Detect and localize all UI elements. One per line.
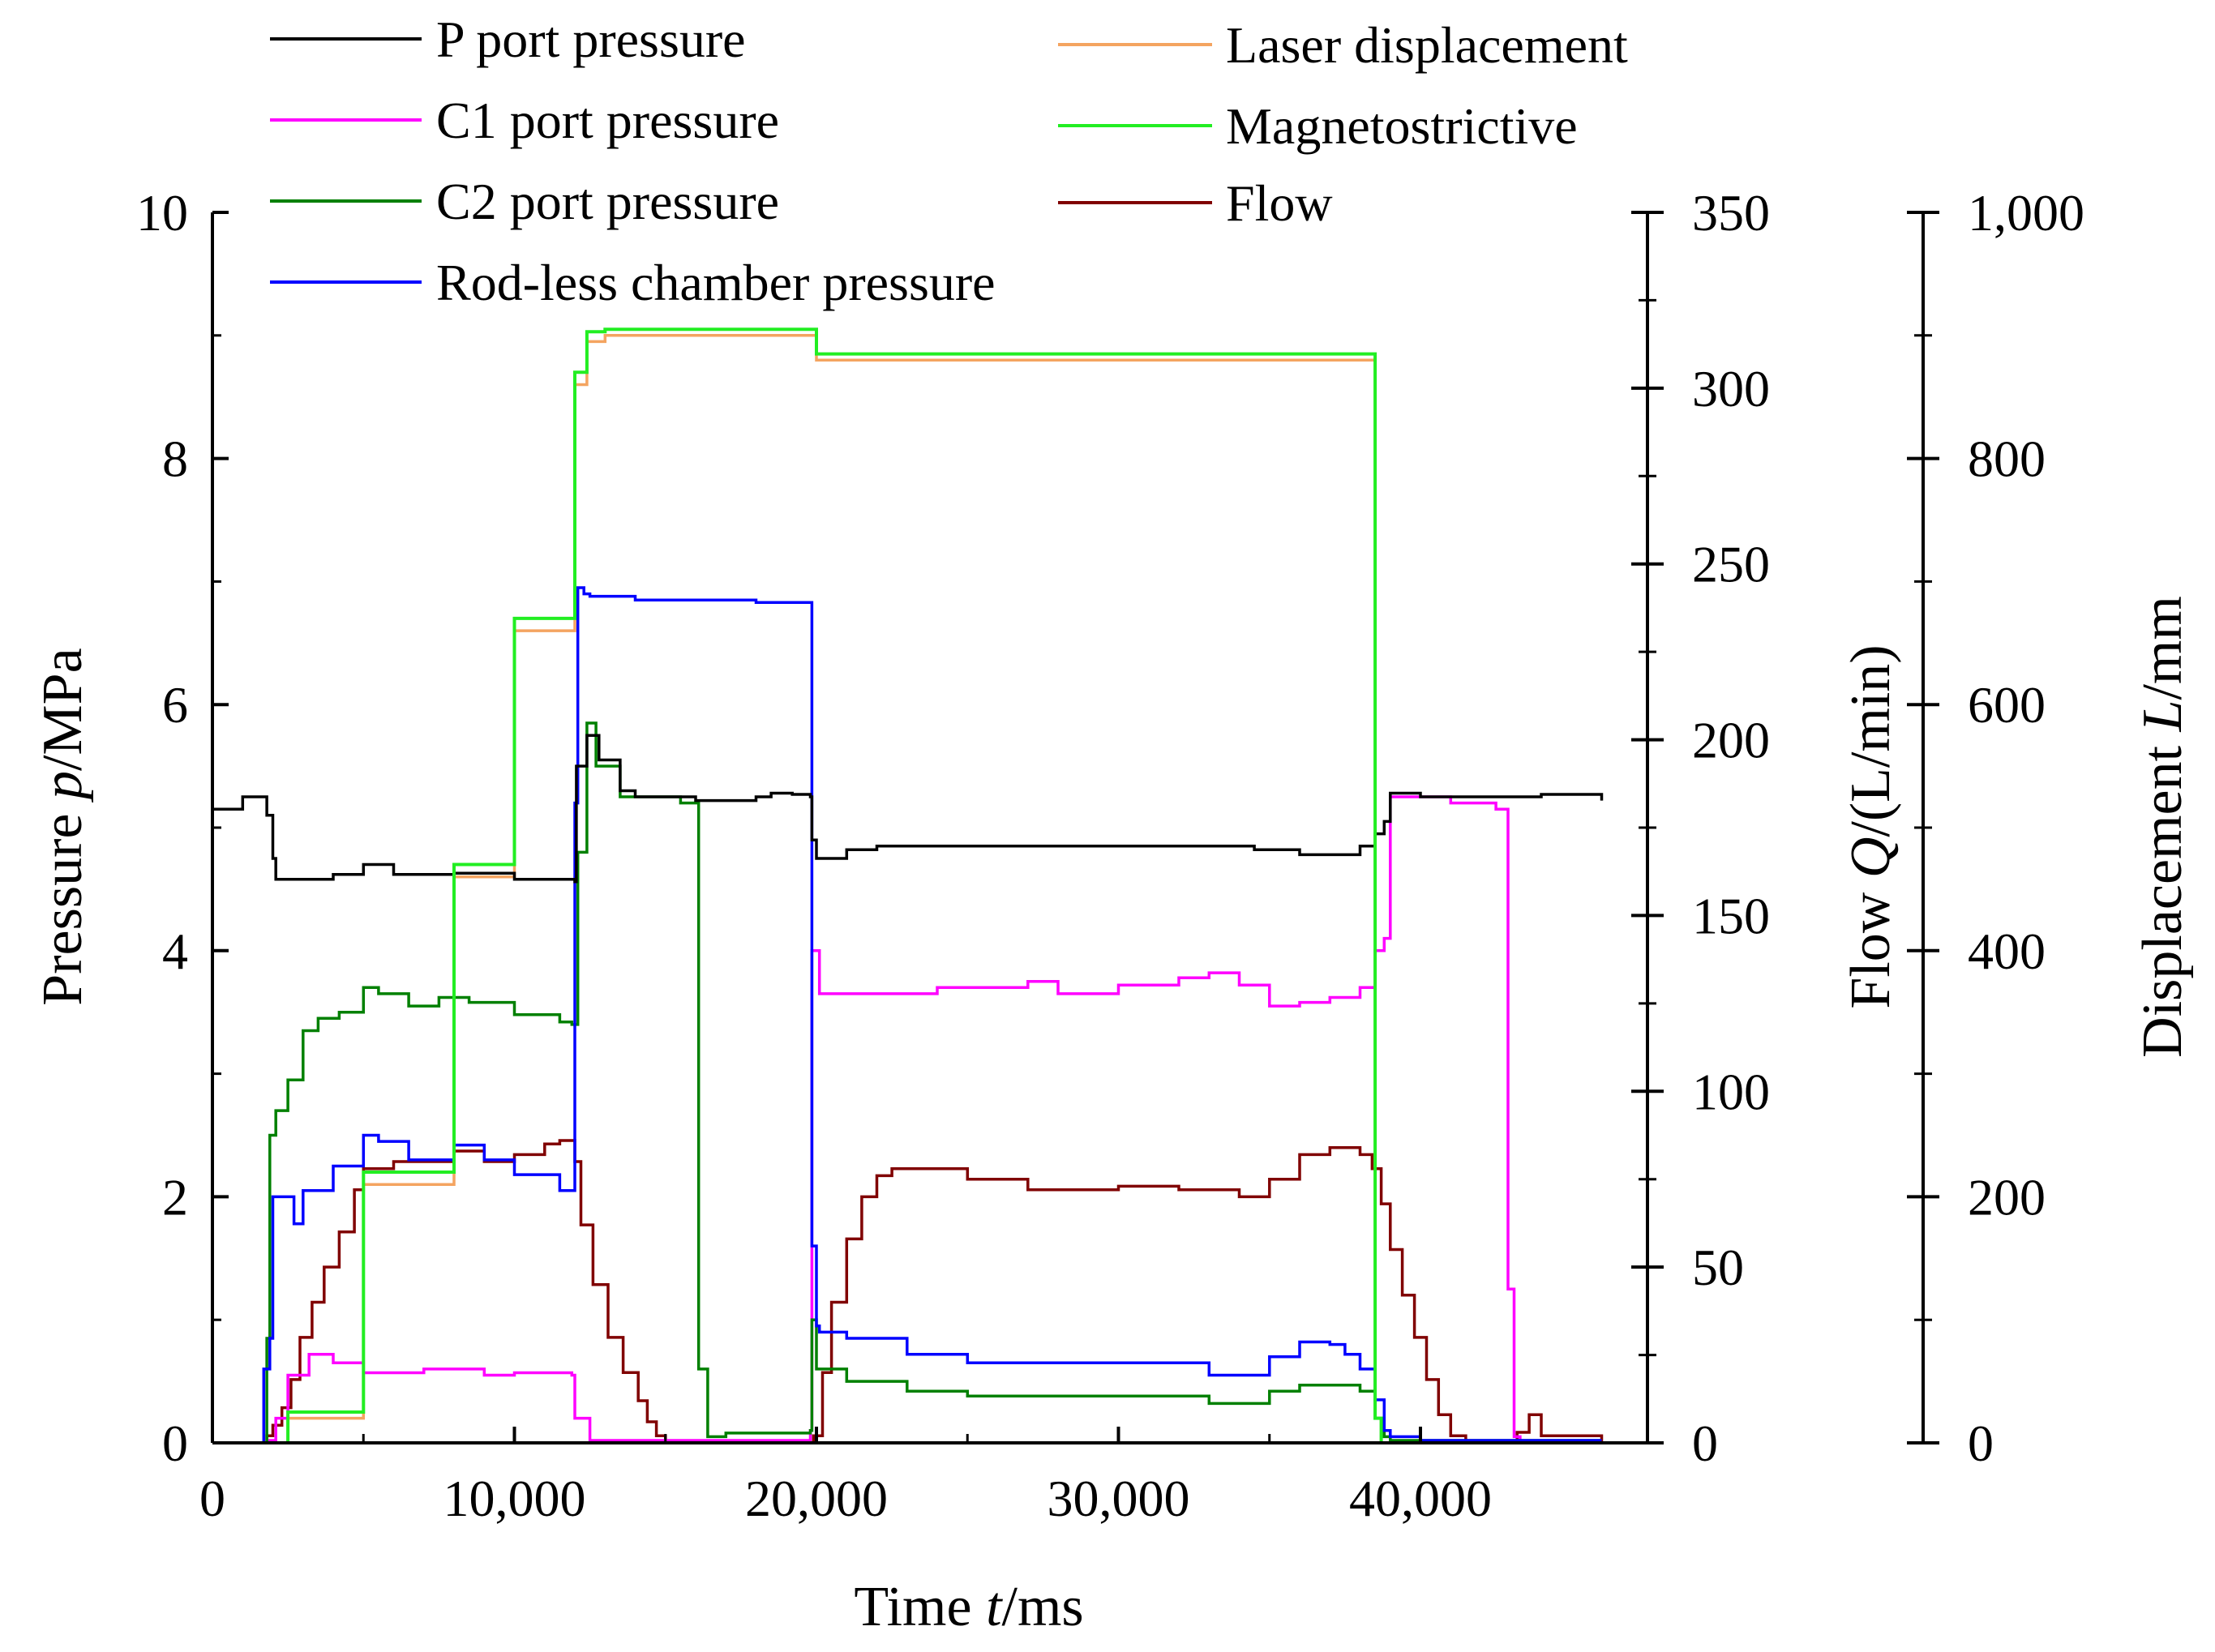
flow-axis-tick-label: 100	[1692, 1063, 1770, 1120]
pressure-tick-label: 10	[136, 184, 188, 242]
x-tick-label: 10,000	[443, 1470, 586, 1527]
flow-axis-tick-label: 200	[1692, 712, 1770, 769]
flow-axis-tick-label: 50	[1692, 1239, 1744, 1296]
x-tick-label: 0	[199, 1470, 225, 1527]
series-p-port-pressure	[212, 734, 1604, 884]
series-layer	[212, 327, 1604, 1444]
x-axis-title: Time t/ms	[854, 1576, 1083, 1638]
series-c2-port-pressure	[212, 721, 1602, 1444]
series-laser-displacement	[212, 334, 1602, 1444]
displacement-axis-tick-label: 600	[1968, 676, 2046, 734]
legend-label-laser-displacement: Laser displacement	[1226, 16, 1628, 74]
x-tick-label: 40,000	[1349, 1470, 1492, 1527]
pressure-tick-label: 4	[162, 922, 188, 980]
pressure-tick-label: 2	[162, 1168, 188, 1226]
series-magnetostrictive	[212, 327, 1602, 1444]
displacement-axis-tick-label: 800	[1968, 430, 2046, 488]
flow-axis-tick-label: 350	[1692, 184, 1770, 242]
displacement-axis-tick-label: 0	[1968, 1414, 1994, 1472]
flow-axis-tick-label: 300	[1692, 360, 1770, 417]
flow-axis-title: Flow Q/(L/min)	[1840, 644, 1902, 1008]
flow-axis-tick-label: 150	[1692, 887, 1770, 944]
axis-labels: Time t/ms Pressure p/MPa Flow Q/(L/min) Dis…	[32, 596, 2194, 1638]
displacement-axis-title: Displacement L/mm	[2131, 596, 2194, 1058]
flow-axis-tick-label: 250	[1692, 536, 1770, 593]
legend-label-rod-less-chamber-pressure: Rod-less chamber pressure	[436, 254, 996, 311]
pressure-tick-label: 8	[162, 430, 188, 488]
displacement-axis-tick-label: 400	[1968, 922, 2046, 980]
legend-label-p-port-pressure: P port pressure	[436, 11, 746, 68]
pressure-tick-label: 0	[162, 1414, 188, 1472]
pressure-tick-label: 6	[162, 676, 188, 734]
x-tick-label: 20,000	[745, 1470, 888, 1527]
pressure-axis-title: Pressure p/MPa	[32, 648, 94, 1005]
displacement-axis-tick-label: 1,000	[1968, 184, 2084, 242]
legend-label-c1-port-pressure: C1 port pressure	[436, 92, 779, 149]
legend-label-magnetostrictive: Magnetostrictive	[1226, 97, 1578, 155]
series-rod-less-chamber-pressure	[212, 586, 1602, 1444]
x-tick-label: 30,000	[1048, 1470, 1190, 1527]
flow-axis-tick-label: 0	[1692, 1414, 1718, 1472]
legend-label-c2-port-pressure: C2 port pressure	[436, 173, 779, 230]
legend: P port pressure C1 port pressure C2 port p…	[270, 11, 1628, 311]
legend-label-flow: Flow	[1226, 174, 1333, 232]
displacement-axis-tick-label: 200	[1968, 1168, 2046, 1226]
axes-layer: 0 10,000 20,000 30,000 40,000024681005010015…	[136, 184, 2084, 1527]
